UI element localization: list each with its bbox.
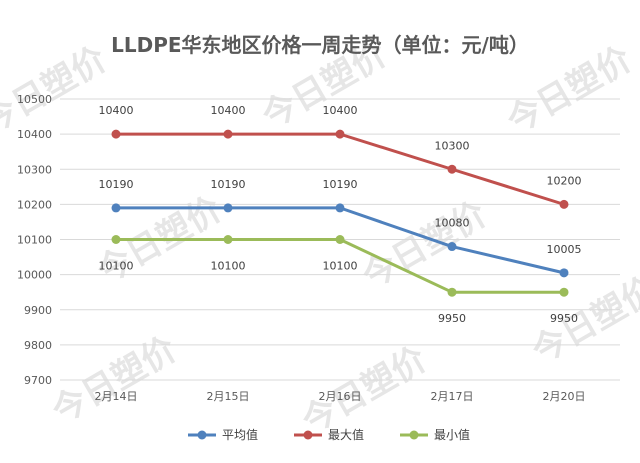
y-tick-label: 10000 bbox=[17, 269, 52, 282]
data-point bbox=[447, 287, 457, 297]
data-point bbox=[223, 235, 233, 244]
data-label: 10190 bbox=[211, 178, 246, 191]
y-tick-label: 9900 bbox=[24, 304, 52, 317]
x-tick-label: 2月17日 bbox=[431, 390, 474, 403]
watermark-text: 今日塑价 bbox=[0, 39, 113, 142]
data-label: 10100 bbox=[211, 260, 246, 273]
data-label: 10400 bbox=[99, 104, 134, 117]
y-tick-label: 10500 bbox=[17, 93, 52, 106]
data-label: 9950 bbox=[550, 312, 578, 325]
data-labels: 10190 10190 10190 10080 10005 10400 10400 10400… bbox=[99, 104, 582, 325]
data-point bbox=[223, 203, 233, 213]
data-point bbox=[111, 203, 121, 213]
y-tick-label: 9800 bbox=[24, 339, 52, 352]
y-tick-label: 10200 bbox=[17, 198, 52, 211]
legend-marker bbox=[409, 430, 419, 440]
data-label: 10200 bbox=[547, 174, 582, 187]
data-point bbox=[223, 129, 233, 139]
data-point bbox=[335, 129, 345, 139]
x-tick-label: 2月16日 bbox=[319, 390, 362, 403]
watermark-text: 今日塑价 bbox=[526, 269, 640, 372]
legend: 平均值 最大值 最小值 bbox=[188, 427, 470, 442]
x-tick-label: 2月15日 bbox=[207, 390, 250, 403]
data-point bbox=[447, 164, 457, 174]
data-point bbox=[559, 199, 569, 209]
data-point bbox=[559, 287, 569, 297]
data-point bbox=[111, 129, 121, 139]
data-point bbox=[111, 235, 121, 244]
series-layer bbox=[111, 129, 569, 297]
y-tick-label: 10400 bbox=[17, 128, 52, 141]
data-point bbox=[559, 268, 569, 278]
data-label: 10190 bbox=[99, 178, 134, 191]
data-label: 10100 bbox=[99, 260, 134, 273]
x-tick-label: 2月20日 bbox=[543, 390, 586, 403]
legend-label: 平均值 bbox=[222, 427, 258, 442]
data-point bbox=[335, 235, 345, 244]
data-point bbox=[335, 203, 345, 213]
data-label: 10300 bbox=[435, 139, 470, 152]
data-point bbox=[447, 242, 457, 252]
data-label: 10100 bbox=[323, 260, 358, 273]
legend-label: 最小值 bbox=[434, 427, 470, 442]
chart-title: LLDPE华东地区价格一周走势（单位：元/吨） bbox=[111, 33, 529, 57]
legend-marker bbox=[197, 430, 207, 440]
x-axis-ticks: 2月14日 2月15日 2月16日 2月17日 2月20日 bbox=[95, 390, 586, 403]
y-axis-ticks: 9700 9800 9900 10000 10100 10200 10300 10400 105… bbox=[17, 93, 52, 387]
y-tick-label: 10300 bbox=[17, 163, 52, 176]
data-label: 10400 bbox=[211, 104, 246, 117]
x-tick-label: 2月14日 bbox=[95, 390, 138, 403]
data-label: 10080 bbox=[435, 217, 470, 230]
data-label: 10190 bbox=[323, 178, 358, 191]
data-label: 9950 bbox=[438, 312, 466, 325]
watermark-text: 今日塑价 bbox=[296, 339, 434, 442]
legend-label: 最大值 bbox=[328, 427, 364, 442]
data-label: 10400 bbox=[323, 104, 358, 117]
legend-marker bbox=[303, 430, 313, 440]
y-tick-label: 9700 bbox=[24, 374, 52, 387]
y-tick-label: 10100 bbox=[17, 234, 52, 247]
watermark-text: 今日塑价 bbox=[356, 194, 494, 297]
data-label: 10005 bbox=[547, 243, 582, 256]
